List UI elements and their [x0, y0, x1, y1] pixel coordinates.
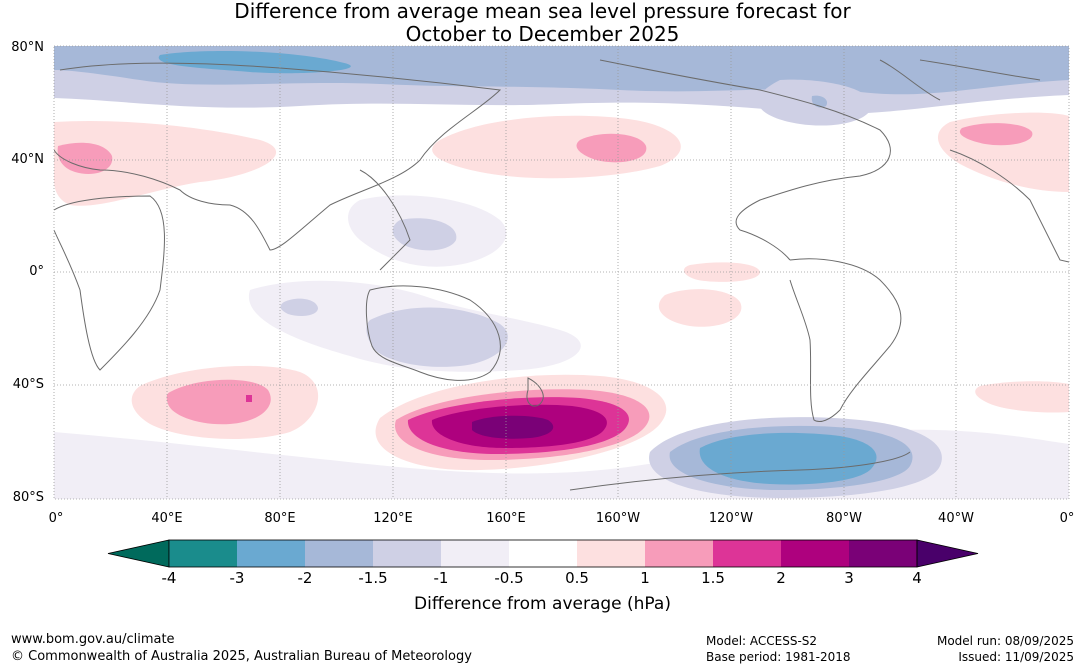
- colorbar-tick-label: 0.5: [565, 569, 589, 587]
- colorbar-tick-label: 2: [776, 569, 786, 587]
- lat-label-40n: 40°N: [11, 152, 44, 167]
- colorbar-tick-label: 4: [912, 569, 922, 587]
- colorbar-tick-label: 3: [844, 569, 854, 587]
- colorbar-under-arrow: [107, 539, 170, 568]
- colorbar-swatch: [237, 540, 305, 567]
- title-line-2: October to December 2025: [405, 22, 680, 46]
- footer-model-run: Model run: 08/09/2025: [936, 634, 1074, 648]
- colorbar-swatch: [577, 540, 645, 567]
- colorbar-tick-label: -0.5: [494, 569, 524, 587]
- lon-label-160w: 160°W: [595, 511, 641, 526]
- anomaly-contours: [54, 46, 1069, 499]
- colorbar-tick-label: -1: [433, 569, 449, 587]
- lon-label-0: 0°: [48, 511, 64, 526]
- map-title: Difference from average mean sea level p…: [0, 0, 1085, 46]
- colorbar-swatch: [373, 540, 441, 567]
- colorbar-tick-label: -4: [161, 569, 177, 587]
- map-frame: [53, 45, 1070, 500]
- colorbar-swatch: [645, 540, 713, 567]
- lon-label-0-east: 0°: [1059, 511, 1075, 526]
- colorbar-tick-label: 1: [640, 569, 650, 587]
- colorbar-tick-label: -1.5: [358, 569, 388, 587]
- lat-label-80s: 80°S: [12, 490, 44, 505]
- colorbar: [107, 539, 979, 568]
- footer-model: Model: ACCESS-S2: [706, 634, 818, 648]
- lat-label-0: 0°: [29, 264, 44, 279]
- colorbar-swatch: [713, 540, 781, 567]
- colorbar-frame: [168, 539, 918, 568]
- colorbar-swatch: [849, 540, 917, 567]
- lon-label-120e: 120°E: [373, 511, 413, 526]
- footer-model-info: Model: ACCESS-S2 Base period: 1981-2018: [706, 633, 851, 665]
- footer-base-period: Base period: 1981-2018: [706, 650, 851, 664]
- footer-run-info: Model run: 08/09/2025 Issued: 11/09/2025: [937, 633, 1074, 665]
- coastlines: [54, 59, 1069, 491]
- lon-label-40e: 40°E: [151, 511, 183, 526]
- colorbar-tick-label: -2: [297, 569, 313, 587]
- colorbar-swatch: [441, 540, 509, 567]
- colorbar-swatch: [305, 540, 373, 567]
- graticule: [54, 46, 1069, 499]
- lon-label-40w: 40°W: [938, 511, 974, 526]
- lon-label-80e: 80°E: [264, 511, 296, 526]
- footer-left: www.bom.gov.au/climate © Commonwealth of…: [11, 631, 472, 665]
- lat-label-80n: 80°N: [11, 40, 44, 55]
- lon-label-120w: 120°W: [708, 511, 754, 526]
- footer-url: www.bom.gov.au/climate: [11, 632, 175, 647]
- colorbar-swatch: [169, 540, 237, 567]
- colorbar-swatch: [509, 540, 577, 567]
- title-line-1: Difference from average mean sea level p…: [234, 0, 851, 23]
- colorbar-label: Difference from average (hPa): [414, 594, 671, 614]
- lon-label-160e: 160°E: [486, 511, 526, 526]
- footer-copyright: © Commonwealth of Australia 2025, Austra…: [11, 649, 472, 664]
- colorbar-swatch: [781, 540, 849, 567]
- colorbar-over-arrow: [916, 539, 979, 568]
- colorbar-tick-label: -3: [229, 569, 245, 587]
- footer-issued: Issued: 11/09/2025: [958, 650, 1074, 664]
- colorbar-tick-label: 1.5: [701, 569, 725, 587]
- lat-label-40s: 40°S: [12, 377, 44, 392]
- lon-label-80w: 80°W: [826, 511, 862, 526]
